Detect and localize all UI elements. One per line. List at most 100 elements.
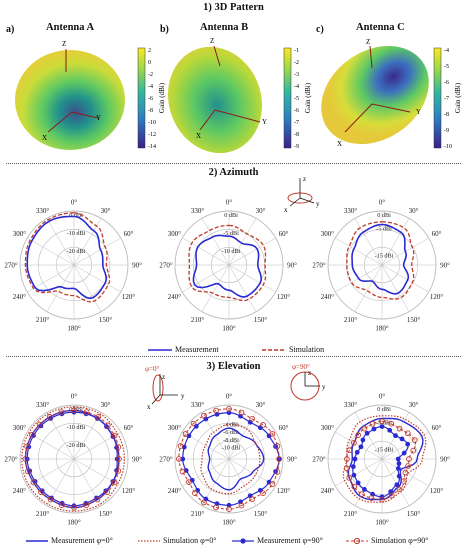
polar-marker xyxy=(257,487,263,493)
polar-angle-label: 60° xyxy=(432,230,442,238)
polar-ring-label: -20 dBi xyxy=(67,442,86,449)
colorbar-tick-label: -8 xyxy=(148,108,153,114)
colorbar-title: Gain (dBi) xyxy=(158,82,166,113)
polar-angle-label: 180° xyxy=(222,325,236,333)
polar-marker xyxy=(401,450,407,456)
polar-marker xyxy=(346,447,353,454)
polar-marker xyxy=(71,407,77,414)
elevation-phi0-x: x xyxy=(147,403,151,411)
polar-ring-label: -20 dBi xyxy=(67,248,86,255)
polar-spoke xyxy=(381,264,410,312)
polar-angle-label: 240° xyxy=(168,293,182,301)
polar-marker xyxy=(396,425,403,432)
polar-marker xyxy=(192,490,198,496)
polar-spoke xyxy=(228,264,276,293)
polar-spoke xyxy=(182,264,230,293)
polar-marker xyxy=(354,449,360,455)
polar-marker xyxy=(379,496,385,503)
polar-marker xyxy=(249,416,255,422)
antenna-c-z-axis xyxy=(369,45,373,69)
colorbar-tick-label: -10 xyxy=(444,144,452,150)
polar-angle-label: 300° xyxy=(168,424,182,432)
polar-series-simulation xyxy=(188,224,267,302)
polar-spoke xyxy=(381,431,429,460)
polar-chart-elevation-C: 0° 30° 60° 90° 120° 150° 180° 210° 240° 270° 300° 3… xyxy=(312,393,450,527)
legend-measurement-label: Measurement xyxy=(175,345,219,354)
elevation-phi0-z: z xyxy=(162,373,165,381)
antenna-c-x-axis xyxy=(344,103,373,133)
azimuth-icon-x: x xyxy=(284,206,288,214)
polar-series-measurement xyxy=(351,223,410,295)
colorbar-tick-label: -2 xyxy=(148,72,153,78)
legend-measurement-swatch xyxy=(148,348,172,351)
panel-tag-c: c) xyxy=(316,24,324,35)
polar-marker xyxy=(249,496,255,502)
polar-angle-label: 150° xyxy=(99,316,113,324)
polar-angle-label: 300° xyxy=(13,424,27,432)
polar-angle-label: 0° xyxy=(71,199,78,207)
polar-marker xyxy=(30,479,37,486)
azimuth-icon-y: y xyxy=(316,200,320,208)
azimuth-orientation-icon: z y x xyxy=(284,175,320,214)
polar-spoke xyxy=(354,218,383,266)
antenna-c-x-label: X xyxy=(337,140,342,148)
polar-marker xyxy=(273,444,278,449)
polar-angle-label: 30° xyxy=(101,207,111,215)
polar-marker xyxy=(396,473,402,479)
polar-angle-label: 270° xyxy=(312,262,326,270)
antenna-a-3d-pattern xyxy=(15,50,125,150)
colorbar-tick-label: -7 xyxy=(294,120,299,126)
colorbar-tick-label: -8 xyxy=(294,132,299,138)
polar-marker xyxy=(274,469,281,475)
legend-meas-phi90-swatch xyxy=(232,537,254,544)
polar-angle-label: 150° xyxy=(254,316,268,324)
polar-angle-label: 300° xyxy=(13,230,27,238)
polar-angle-label: 120° xyxy=(122,293,136,301)
polar-marker xyxy=(393,433,398,439)
polar-ring-label: 0 dBi xyxy=(377,212,391,219)
polar-ring-label: -5 dBi xyxy=(376,226,392,233)
polar-angle-label: 330° xyxy=(191,401,205,409)
colorbar-tick-label: -6 xyxy=(444,80,449,86)
colorbar-tick-label: -4 xyxy=(444,48,449,54)
polar-marker xyxy=(226,406,232,412)
legend-meas-phi0-swatch xyxy=(26,539,48,542)
polar-angle-label: 180° xyxy=(375,519,389,527)
antenna-c-y-label: Y xyxy=(416,108,421,116)
polar-angle-label: 330° xyxy=(344,207,358,215)
legend-sim-phi0-swatch xyxy=(138,539,160,542)
elevation-phi90-y: y xyxy=(322,383,326,391)
polar-angle-label: 210° xyxy=(344,316,358,324)
polar-angle-label: 240° xyxy=(321,293,335,301)
polar-angle-label: 330° xyxy=(36,207,50,215)
colorbar-tick-label: -1 xyxy=(294,48,299,54)
polar-marker xyxy=(364,430,370,436)
polar-angle-label: 150° xyxy=(407,316,421,324)
polar-marker xyxy=(71,503,77,509)
polar-marker xyxy=(71,409,77,415)
polar-marker xyxy=(343,465,350,472)
panel-tag-b: b) xyxy=(160,24,169,35)
polar-angle-label: 90° xyxy=(287,262,297,270)
polar-angle-label: 60° xyxy=(124,230,134,238)
polar-marker xyxy=(276,456,282,462)
polar-marker xyxy=(362,486,367,492)
polar-angle-label: 30° xyxy=(101,401,111,409)
polar-angle-label: 30° xyxy=(409,401,419,409)
polar-angle-label: 180° xyxy=(67,519,81,527)
polar-marker xyxy=(114,456,120,462)
polar-angle-label: 180° xyxy=(375,325,389,333)
polar-marker xyxy=(226,506,232,512)
polar-angle-label: 300° xyxy=(321,424,335,432)
polar-chart-azimuth-B: 0° 30° 60° 90° 120° 150° 180° 210° 240° 270° 300° 3… xyxy=(159,199,297,333)
section-title-3d: 1) 3D Pattern xyxy=(203,2,264,13)
colorbar-tick-label: -9 xyxy=(294,144,299,150)
polar-marker xyxy=(388,492,395,499)
polar-marker xyxy=(387,427,393,433)
antenna-b-x-axis xyxy=(199,109,216,131)
polar-series-measurement xyxy=(192,234,263,298)
polar-ring-label: 0 dBi xyxy=(224,212,238,219)
polar-marker xyxy=(360,437,366,443)
polar-angle-label: 210° xyxy=(191,316,205,324)
polar-angle-label: 150° xyxy=(254,510,268,518)
